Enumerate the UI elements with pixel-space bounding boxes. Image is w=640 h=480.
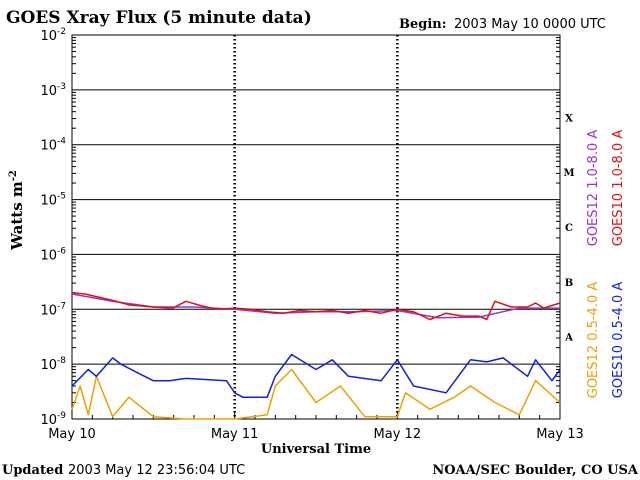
y-tick-base: 10: [40, 248, 57, 263]
y-tick-exponent: -7: [57, 301, 66, 311]
legend-label: GOES10 1.0-8.0 A: [611, 130, 626, 247]
x-tick-label: May 12: [374, 427, 422, 442]
y-tick-exponent: -2: [57, 27, 66, 37]
legend-label: GOES12 1.0-8.0 A: [586, 130, 601, 247]
y-axis-label-sup: -2: [8, 170, 19, 181]
y-tick-base: 10: [40, 194, 57, 209]
y-tick-exponent: -6: [57, 246, 66, 256]
y-tick-label: 10-4: [40, 137, 66, 154]
y-tick-label: 10-9: [40, 411, 66, 428]
y-tick-base: 10: [40, 29, 57, 44]
plot-frame: [71, 34, 561, 420]
flare-class-label: C: [565, 223, 573, 234]
grid-layer: [71, 35, 561, 419]
flare-class-label: B: [565, 278, 573, 289]
y-tick-exponent: -9: [57, 411, 66, 421]
y-tick-exponent: -5: [57, 192, 66, 202]
x-tick-label: May 10: [48, 427, 96, 442]
y-axis-label-text: Watts m: [8, 181, 26, 251]
x-tick-label: May 13: [536, 427, 584, 442]
legend-label: GOES10 0.5-4.0 A: [611, 282, 626, 399]
flare-class-label: X: [565, 113, 573, 124]
flare-class-label: A: [564, 333, 573, 344]
y-tick-exponent: -8: [57, 356, 66, 366]
flare-class-labels: X M C B A: [563, 113, 574, 343]
y-tick-label: 10-6: [40, 246, 66, 263]
y-tick-label: 10-8: [40, 356, 66, 373]
x-tick-label: May 11: [211, 427, 259, 442]
y-tick-label: 10-2: [40, 27, 66, 44]
y-axis-ticks: 10-210-310-410-510-610-710-810-9: [40, 27, 66, 428]
y-tick-exponent: -4: [57, 137, 66, 147]
y-tick-base: 10: [40, 358, 57, 373]
begin-value: 2003 May 10 0000 UTC: [454, 17, 606, 32]
series-line-goes10-1-0-8-0-a: [71, 292, 561, 321]
legend: GOES12 1.0-8.0 A GOES10 1.0-8.0 A GOES12 0…: [586, 130, 626, 399]
updated-value: 2003 May 12 23:56:04 UTC: [68, 463, 245, 478]
x-axis-label: Universal Time: [261, 442, 371, 457]
series-line-goes12-0-5-4-0-a: [71, 368, 561, 420]
chart-title: GOES Xray Flux (5 minute data): [6, 8, 312, 28]
y-tick-label: 10-7: [40, 301, 66, 318]
y-tick-base: 10: [40, 303, 57, 318]
series-line-goes10-0-5-4-0-a: [71, 353, 561, 398]
y-tick-exponent: -3: [57, 82, 66, 92]
credit-text: NOAA/SEC Boulder, CO USA: [432, 463, 639, 478]
y-axis-label: Watts m-2: [8, 170, 26, 251]
x-axis-ticks: May 10 May 11 May 12 May 13: [48, 427, 584, 442]
series-layer: [71, 292, 561, 420]
legend-label: GOES12 0.5-4.0 A: [586, 282, 601, 399]
y-tick-base: 10: [40, 84, 57, 99]
begin-label: Begin:: [399, 17, 447, 32]
flare-class-label: M: [563, 168, 574, 179]
y-tick-base: 10: [40, 139, 57, 154]
updated-label: Updated: [2, 463, 63, 478]
y-tick-label: 10-5: [40, 192, 66, 209]
y-tick-label: 10-3: [40, 82, 66, 99]
y-tick-base: 10: [40, 413, 57, 428]
